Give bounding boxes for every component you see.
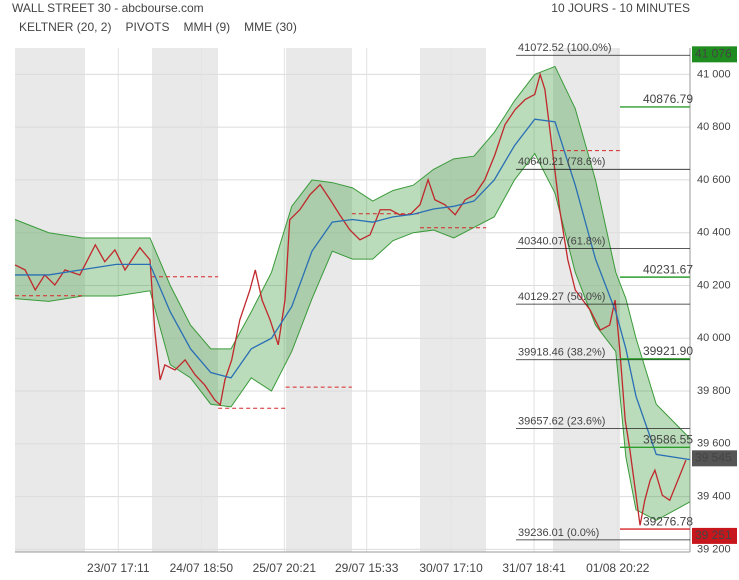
y-tick-label: 39 800 bbox=[697, 385, 731, 397]
y-tick-label: 40 400 bbox=[697, 227, 731, 239]
fib-label: 40340.07 (61.8%) bbox=[518, 235, 605, 247]
legend-entry: MMH (9) bbox=[184, 20, 231, 34]
fib-label: 40640.21 (78.6%) bbox=[518, 156, 605, 168]
price-tag-label: 39 545 bbox=[695, 450, 732, 464]
shade bbox=[420, 48, 486, 552]
keltner-upper bbox=[14, 65, 691, 439]
chart-subtitle: 10 JOURS - 10 MINUTES bbox=[551, 1, 690, 15]
fib-label: 41072.52 (100.0%) bbox=[518, 42, 612, 54]
chart-title: WALL STREET 30 - abcbourse.com bbox=[12, 1, 204, 15]
x-tick-label: 29/07 15:33 bbox=[335, 561, 399, 575]
x-tick-label: 01/08 20:22 bbox=[586, 561, 650, 575]
price-tag bbox=[692, 450, 737, 467]
legend-entry: PIVOTS bbox=[125, 20, 169, 34]
x-tick-label: 24/07 18:50 bbox=[170, 561, 234, 575]
x-tick-label: 25/07 20:21 bbox=[253, 561, 317, 575]
day-shading bbox=[15, 48, 620, 552]
fib-label: 39657.62 (23.6%) bbox=[518, 416, 605, 428]
shade bbox=[553, 48, 620, 552]
series-line bbox=[14, 72, 687, 526]
fib-label: 39918.46 (38.2%) bbox=[518, 347, 605, 359]
y-tick-label: 39 200 bbox=[697, 543, 731, 555]
y-tick-label: 40 800 bbox=[697, 121, 731, 133]
x-tick-label: 30/07 17:10 bbox=[419, 561, 483, 575]
price-tag bbox=[692, 46, 737, 63]
y-tick-label: 41 000 bbox=[697, 68, 731, 80]
level-label: 39921.90 bbox=[643, 344, 693, 358]
y-tick-label: 40 200 bbox=[697, 279, 731, 291]
level-label: 40876.79 bbox=[643, 92, 693, 106]
legend-entry: MME (30) bbox=[244, 20, 297, 34]
x-tick-label: 23/07 17:11 bbox=[87, 561, 150, 575]
y-tick-label: 40 600 bbox=[697, 174, 731, 186]
level-label: 39276.78 bbox=[643, 514, 693, 528]
y-tick-label: 39 600 bbox=[697, 438, 731, 450]
y-tick-label: 39 400 bbox=[697, 490, 731, 502]
shade bbox=[286, 48, 352, 552]
price-tag-label: 41 076 bbox=[695, 47, 732, 61]
price-tag bbox=[692, 527, 737, 544]
y-tick-label: 40 000 bbox=[697, 332, 731, 344]
series-line bbox=[15, 118, 691, 461]
fib-label: 40129.27 (50.0%) bbox=[518, 291, 605, 303]
keltner-lower bbox=[14, 152, 691, 521]
level-label: 39586.55 bbox=[643, 433, 693, 447]
shade bbox=[152, 48, 218, 552]
level-label: 40231.67 bbox=[643, 262, 693, 276]
legend-entry: KELTNER (20, 2) bbox=[19, 20, 111, 34]
fib-label: 39236.01 (0.0%) bbox=[518, 527, 599, 539]
price-tag-label: 39 251 bbox=[695, 528, 732, 542]
x-tick-label: 31/07 18:41 bbox=[502, 561, 566, 575]
